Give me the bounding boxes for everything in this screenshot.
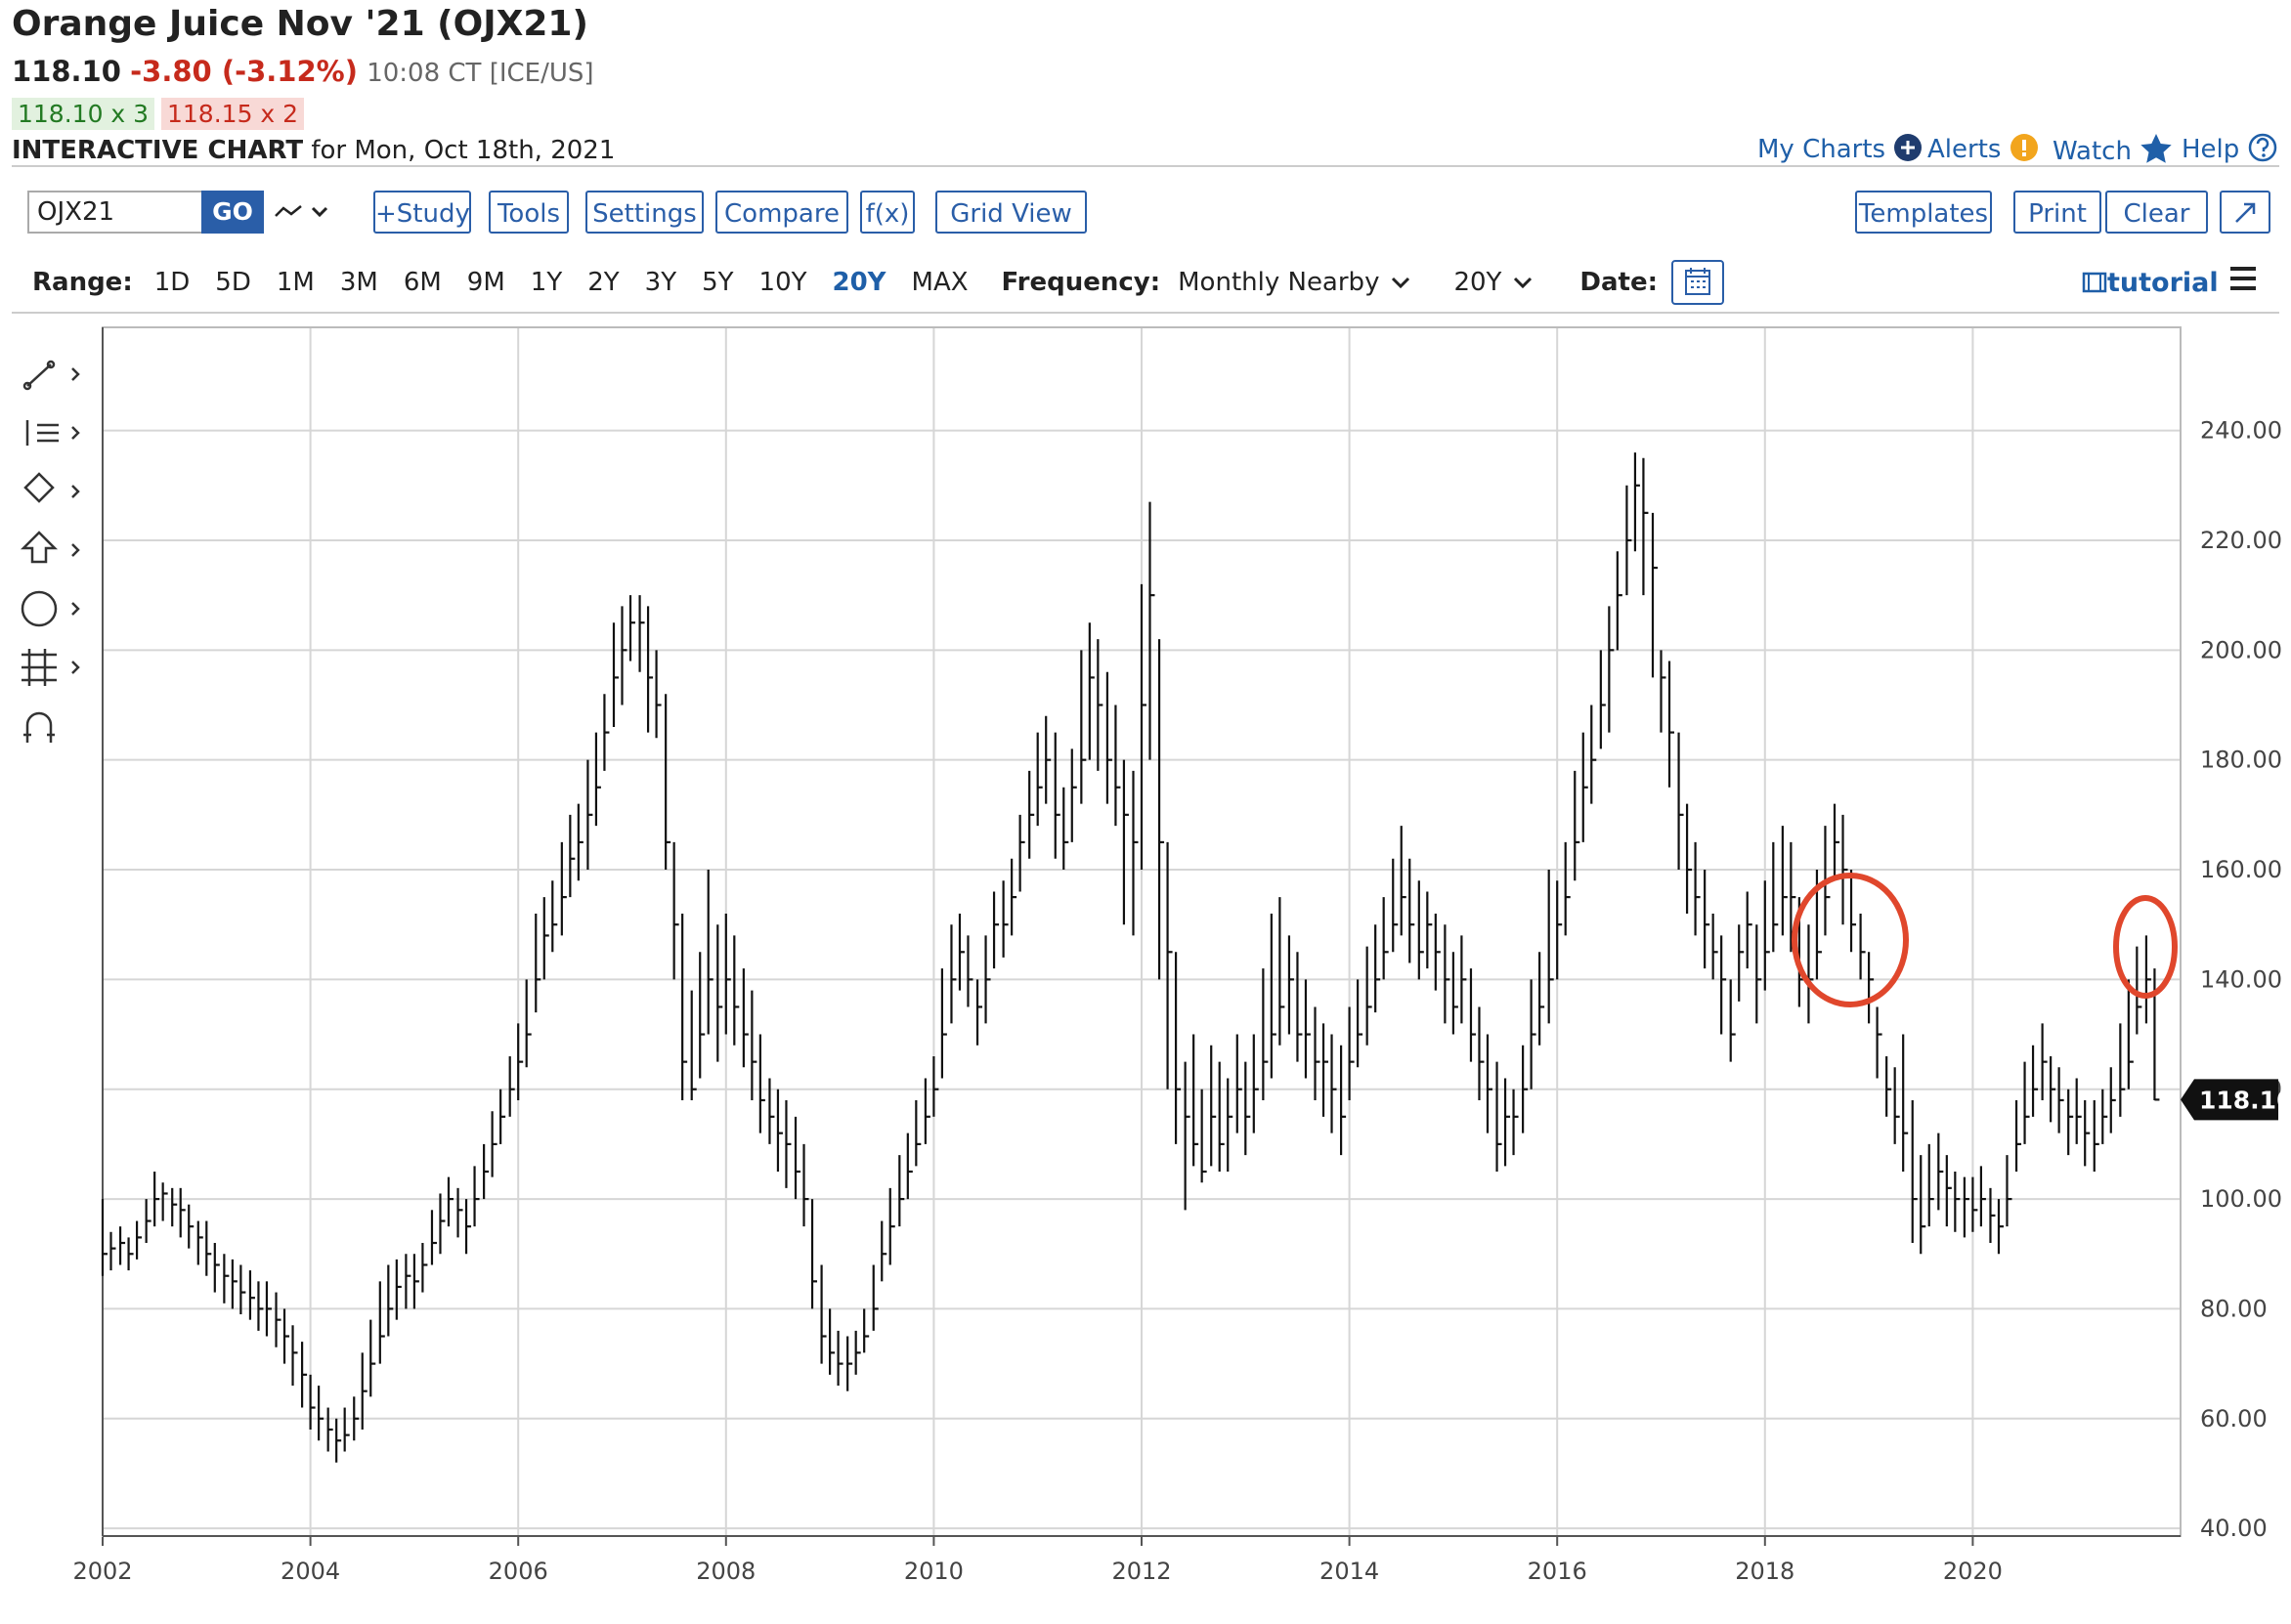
link-text[interactable]: Help [2182, 135, 2240, 164]
range-option[interactable]: 5Y [702, 268, 734, 297]
period-select[interactable]: 20Y [1453, 268, 1502, 297]
chart-date: for Mon, Oct 18th, 2021 [311, 136, 616, 165]
range-option[interactable]: 1M [276, 268, 315, 297]
chart-type-toggle[interactable] [274, 200, 332, 224]
frequency-select[interactable]: Monthly Nearby [1178, 268, 1380, 297]
y-tick-label: 180.00 [2200, 747, 2282, 774]
range-option[interactable]: MAX [911, 268, 969, 297]
y-tick-label: 140.00 [2200, 965, 2282, 993]
icon [1894, 134, 1923, 161]
toolbar-button[interactable]: +Study [373, 191, 471, 234]
symbol-input[interactable]: OJX21 [27, 191, 203, 234]
chevron [1514, 277, 1533, 289]
y-tick-label: 220.00 [2200, 527, 2282, 554]
x-tick-label: 2012 [1111, 1558, 1171, 1585]
range-option[interactable]: 5D [215, 268, 251, 297]
x-tick-label: 2014 [1319, 1558, 1379, 1585]
icon [2235, 202, 2256, 223]
last-price: 118.10 [12, 55, 121, 88]
alerts-link[interactable]: Alerts [1927, 133, 2039, 164]
date-picker[interactable] [1671, 260, 1725, 305]
icon [2140, 134, 2172, 163]
range-option[interactable]: 20Y [832, 268, 886, 297]
toolbar-button[interactable]: f(x) [860, 191, 915, 234]
range-bar: Range: 1D 5D 1M 3M 6M 9M 1Y 2Y 3Y 5Y 10Y 20Y MAX Fre… [32, 260, 1725, 305]
y-tick-label: 60.00 [2200, 1405, 2268, 1432]
x-tick-label: 2020 [1943, 1558, 2003, 1585]
x-tick-label: 2006 [489, 1558, 548, 1585]
toolbar-button[interactable]: Settings [585, 191, 704, 234]
range-option[interactable]: 1Y [530, 268, 563, 297]
icon [2082, 272, 2107, 293]
x-tick-label: 2010 [904, 1558, 964, 1585]
range-label: Range: [32, 268, 133, 297]
link-text[interactable]: Watch [2053, 137, 2132, 166]
range-options: 1D 5D 1M 3M 6M 9M 1Y 2Y 3Y 5Y 10Y 20Y MAX [154, 268, 994, 297]
tutorial-text[interactable]: tutorial [2107, 268, 2219, 298]
x-tick-label: 2004 [281, 1558, 340, 1585]
title: Orange Juice Nov '21 (OJX21) [12, 4, 588, 44]
toolbar-button[interactable]: Templates [1855, 191, 1992, 234]
last-price-label: 118.10 [2199, 1086, 2291, 1114]
quote-line: 118.10 -3.80 (-3.12%) 10:08 CT [ICE/US] [12, 55, 594, 88]
menu-button[interactable] [2228, 266, 2258, 291]
range-option[interactable]: 1D [153, 268, 191, 297]
bid: 118.10 x 3 [12, 98, 155, 130]
watch-link[interactable]: Watch [2053, 133, 2173, 166]
date-label: Date: [1579, 268, 1659, 297]
range-option[interactable]: 6M [403, 268, 442, 297]
x-tick-label: 2018 [1735, 1558, 1794, 1585]
price-change: -3.80 (-3.12%) [130, 55, 358, 88]
x-tick-label: 2008 [696, 1558, 756, 1585]
toolbar-button[interactable]: Tools [489, 191, 569, 234]
toolbar-button[interactable]: Clear [2105, 191, 2208, 234]
chevron [1392, 277, 1410, 289]
y-tick-label: 40.00 [2200, 1515, 2268, 1542]
y-tick-label: 100.00 [2200, 1185, 2282, 1213]
go-button[interactable]: GO [201, 191, 264, 234]
chart-label-line: INTERACTIVE CHART for Mon, Oct 18th, 202… [12, 136, 615, 165]
y-tick-label: 80.00 [2200, 1295, 2268, 1322]
tutorial-link[interactable]: tutorial [2082, 268, 2219, 298]
chart-label: INTERACTIVE CHART [12, 136, 304, 165]
y-tick-label: 240.00 [2200, 417, 2282, 445]
quote-time: 10:08 CT [ICE/US] [367, 59, 594, 88]
range-option[interactable]: 10Y [758, 268, 807, 297]
help-link[interactable]: Help [2182, 133, 2277, 164]
range-option[interactable]: 2Y [587, 268, 620, 297]
link-text[interactable]: Alerts [1927, 135, 2002, 164]
y-tick-label: 200.00 [2200, 636, 2282, 663]
drawing-tools[interactable] [20, 360, 80, 743]
highlight-circle [2113, 895, 2178, 999]
icon [2010, 134, 2038, 161]
link-text[interactable]: My Charts [1757, 135, 1886, 164]
range-option[interactable]: 3M [339, 268, 378, 297]
my-charts-link[interactable]: My Charts [1757, 133, 1923, 164]
x-tick-label: 2002 [72, 1558, 132, 1585]
icon [2248, 133, 2276, 162]
ask: 118.15 x 2 [161, 98, 305, 130]
toolbar-button[interactable]: Grid View [935, 191, 1087, 234]
toolbar-button[interactable]: Print [2013, 191, 2101, 234]
fullscreen-button[interactable] [2220, 191, 2270, 234]
x-tick-label: 2016 [1528, 1558, 1587, 1585]
highlight-circle [1792, 873, 1909, 1007]
y-tick-label: 160.00 [2200, 856, 2282, 883]
range-option[interactable]: 3Y [644, 268, 677, 297]
last-price-marker [2181, 1079, 2278, 1121]
range-option[interactable]: 9M [466, 268, 505, 297]
toolbar-button[interactable]: Compare [715, 191, 848, 234]
frequency-label: Frequency: [1001, 268, 1161, 297]
